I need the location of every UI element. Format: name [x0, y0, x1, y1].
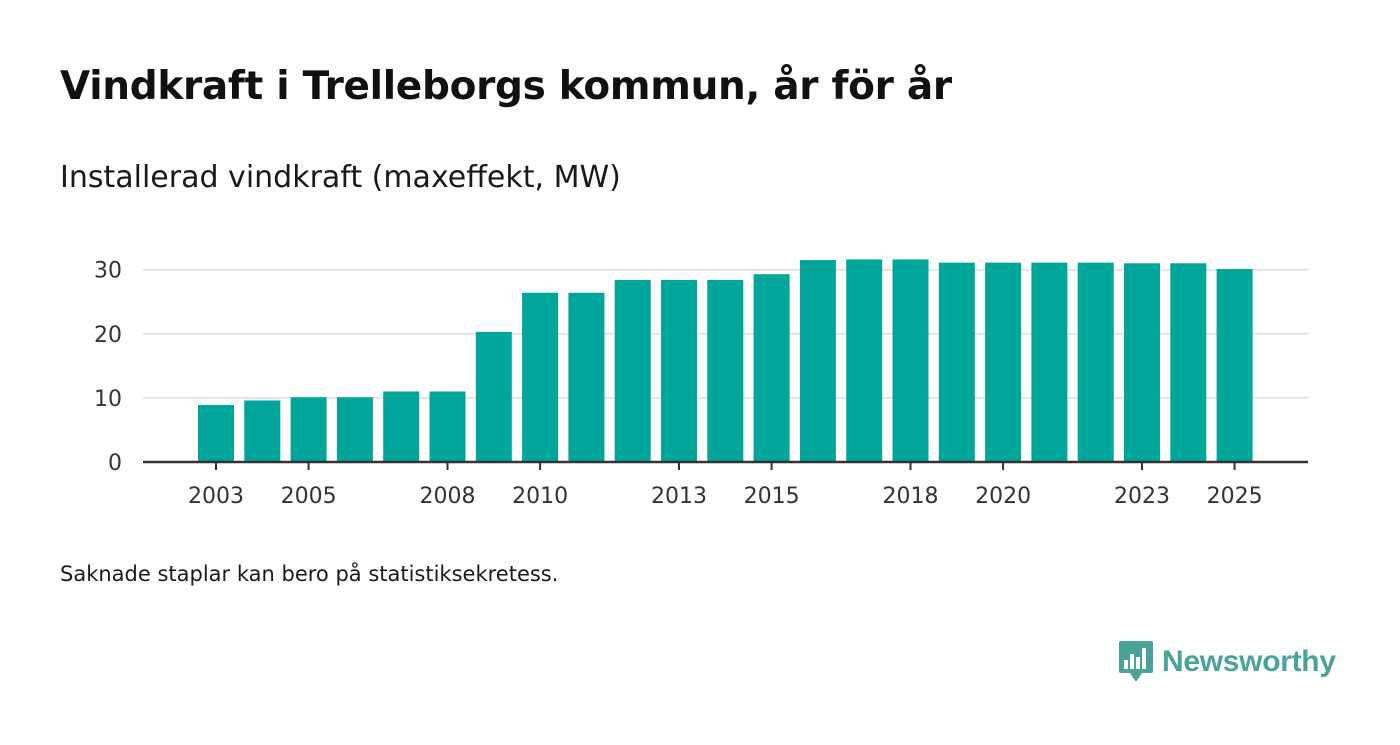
bar-2009 [475, 331, 512, 462]
x-tick-label-2008: 2008 [420, 484, 476, 509]
x-tick-label-2015: 2015 [744, 484, 800, 509]
x-tick-label-2020: 2020 [975, 484, 1031, 509]
bar-2006 [336, 397, 373, 462]
x-tick-label-2005: 2005 [281, 484, 337, 509]
bar-2014 [707, 279, 744, 462]
brand-name: Newsworthy [1162, 645, 1336, 678]
x-tick-label-2003: 2003 [188, 484, 244, 509]
bar-2017 [846, 259, 883, 462]
bar-2013 [661, 279, 697, 462]
x-tick-label-2010: 2010 [512, 484, 568, 509]
bar-2020 [985, 262, 1022, 462]
bar-2016 [799, 260, 836, 462]
footnote: Saknade staplar kan bero på statistiksek… [60, 562, 559, 586]
y-tick-label-0: 0 [108, 451, 122, 476]
bar-chart: 0 10 20 30 2003 2005 2008 2010 2013 2015 2018 2020 2… [94, 259, 1308, 509]
bar-2025 [1216, 269, 1253, 462]
bar-2004 [244, 400, 281, 462]
brand-logo: Newsworthy [1118, 640, 1336, 684]
x-tick-label-2023: 2023 [1114, 484, 1170, 509]
bar-2024 [1170, 263, 1207, 462]
bar-2010 [522, 292, 559, 462]
x-tick-label-2013: 2013 [651, 484, 707, 509]
bar-2003 [198, 404, 234, 462]
y-tick-label-20: 20 [94, 323, 122, 348]
bar-2021 [1031, 262, 1068, 462]
bar-2007 [383, 391, 420, 462]
bar-2018 [892, 259, 929, 462]
bar-2023 [1124, 263, 1160, 462]
bar-2012 [614, 279, 651, 462]
bars [198, 259, 1253, 462]
chart-subtitle: Installerad vindkraft (maxeffekt, MW) [60, 160, 621, 195]
bar-2011 [568, 292, 605, 462]
bar-2022 [1077, 262, 1114, 462]
y-tick-label-30: 30 [94, 259, 122, 284]
bar-2015 [753, 274, 790, 462]
chart-title: Vindkraft i Trelleborgs kommun, år för å… [60, 64, 952, 109]
x-tick-label-2025: 2025 [1207, 484, 1263, 509]
newsworthy-logo-icon [1119, 641, 1153, 682]
x-tick-label-2018: 2018 [883, 484, 939, 509]
bar-2005 [290, 397, 327, 462]
bar-2019 [938, 262, 975, 462]
axes: 0 10 20 30 2003 2005 2008 2010 2013 2015 2018 2020 2… [94, 259, 1308, 509]
bar-2008 [429, 391, 466, 462]
y-tick-label-10: 10 [94, 387, 122, 412]
